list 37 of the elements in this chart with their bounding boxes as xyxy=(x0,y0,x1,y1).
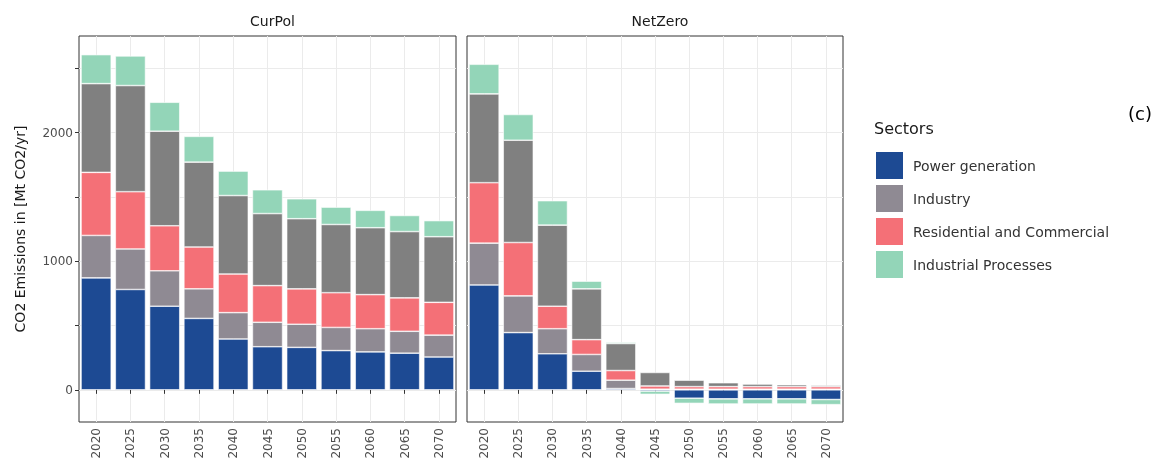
x-tick-label: 2030 xyxy=(545,428,560,459)
legend-label: Residential and Commercial xyxy=(913,223,1110,240)
legend-title: Sectors xyxy=(874,118,934,138)
y-tick-label: 2000 xyxy=(42,125,73,140)
bar xyxy=(674,380,705,387)
x-tick-label: 2020 xyxy=(477,428,492,459)
x-tick-label: 2025 xyxy=(123,428,138,459)
y-axis-title: CO2 Emissions in [Mt CO2/yr] xyxy=(12,125,28,333)
x-tick-label: 2060 xyxy=(750,428,765,459)
x-tick-label: 2070 xyxy=(818,428,833,459)
x-tick-label: 2060 xyxy=(363,428,378,459)
x-tick-label: 2025 xyxy=(511,428,526,459)
y-tick-label: 0 xyxy=(65,382,73,397)
chart-title: NetZero xyxy=(631,13,689,29)
x-tick-label: 2070 xyxy=(431,428,446,459)
x-tick-label: 2045 xyxy=(260,428,275,459)
x-tick-label: 2035 xyxy=(191,428,206,459)
bar xyxy=(639,372,671,386)
x-tick-label: 2040 xyxy=(613,428,628,459)
x-tick-label: 2055 xyxy=(329,428,344,459)
x-tick-label: 2065 xyxy=(397,428,412,459)
x-tick-label: 2040 xyxy=(226,428,241,459)
x-tick-label: 2050 xyxy=(682,428,697,459)
x-tick-label: 2035 xyxy=(579,428,594,459)
legend-label: Power generation xyxy=(913,157,1036,174)
x-tick-label: 2030 xyxy=(157,428,172,459)
bar xyxy=(708,382,739,387)
legend-label: Industry xyxy=(913,190,971,207)
x-tick-label: 2020 xyxy=(89,428,104,459)
y-tick-label: 1000 xyxy=(42,254,73,269)
text: (c) xyxy=(1128,102,1153,124)
x-tick-label: 2055 xyxy=(716,428,731,459)
x-tick-label: 2065 xyxy=(784,428,799,459)
x-tick-label: 2045 xyxy=(648,428,662,459)
x-tick-label: 2050 xyxy=(294,428,309,459)
legend-label: Industrial Processes xyxy=(913,256,1053,273)
chart-title: CurPol xyxy=(250,13,295,29)
